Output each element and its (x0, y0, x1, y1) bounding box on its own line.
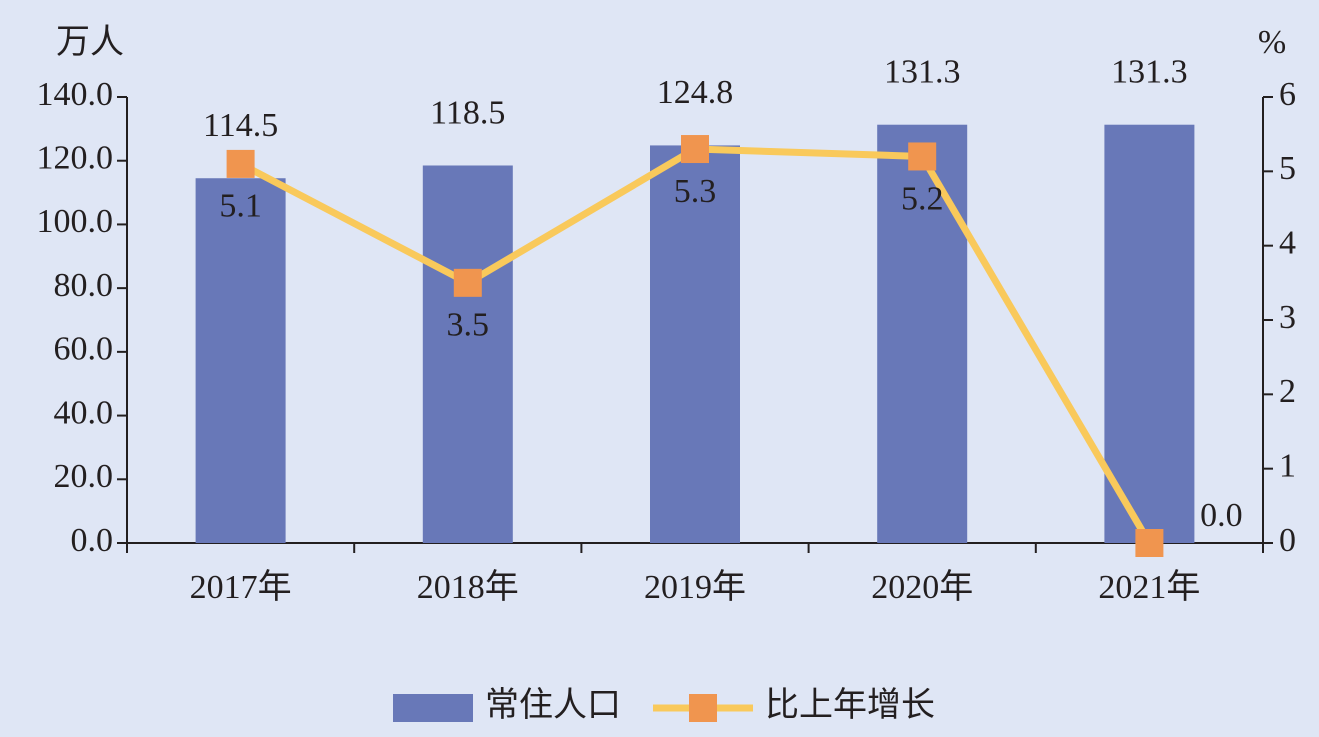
bar (877, 124, 968, 544)
bar (195, 178, 286, 543)
y-tick-label: 40.0 (54, 394, 114, 431)
y-tick-label: 80.0 (54, 267, 114, 304)
bar-value-label: 124.8 (657, 74, 734, 111)
y-tick-label: 100.0 (37, 203, 114, 240)
legend-swatch (393, 694, 473, 722)
bar-value-label: 118.5 (430, 94, 505, 131)
legend-marker (689, 694, 717, 722)
line-value-label: 3.5 (447, 307, 490, 344)
y-tick-label: 20.0 (54, 458, 114, 495)
bar-value-label: 131.3 (1111, 54, 1188, 91)
bar (1104, 124, 1195, 544)
y2-tick-label: 6 (1279, 76, 1296, 113)
bar (422, 165, 513, 543)
y2-axis-title: % (1258, 24, 1286, 61)
legend-label: 比上年增长 (765, 686, 935, 724)
x-tick-label: 2019年 (644, 568, 746, 606)
y2-tick-label: 5 (1279, 150, 1296, 187)
x-tick-label: 2018年 (417, 568, 519, 606)
y2-tick-label: 4 (1279, 224, 1296, 261)
line-value-label: 0.0 (1200, 497, 1243, 534)
y2-tick-label: 3 (1279, 299, 1296, 336)
line-marker (226, 149, 255, 178)
legend-label: 常住人口 (485, 686, 621, 724)
x-tick-label: 2017年 (190, 568, 292, 606)
bar (650, 145, 740, 543)
bar-value-label: 131.3 (884, 54, 961, 91)
y-axis-title: 万人 (56, 24, 124, 61)
line-marker (1135, 529, 1164, 557)
y2-tick-label: 2 (1279, 373, 1296, 410)
line-value-label: 5.2 (901, 180, 944, 217)
line-value-label: 5.3 (674, 173, 717, 210)
y-tick-label: 0.0 (71, 522, 114, 559)
y2-tick-label: 1 (1279, 447, 1296, 484)
bar-value-label: 114.5 (203, 107, 278, 144)
y-tick-label: 140.0 (37, 76, 114, 113)
line-value-label: 5.1 (219, 188, 262, 225)
y-tick-label: 60.0 (54, 331, 114, 368)
line-marker (681, 135, 709, 164)
x-tick-label: 2020年 (871, 568, 973, 606)
line-marker (908, 142, 937, 171)
x-tick-label: 2021年 (1098, 568, 1200, 606)
line-marker (453, 268, 482, 297)
y2-tick-label: 0 (1279, 522, 1296, 559)
y-tick-label: 120.0 (37, 140, 114, 177)
